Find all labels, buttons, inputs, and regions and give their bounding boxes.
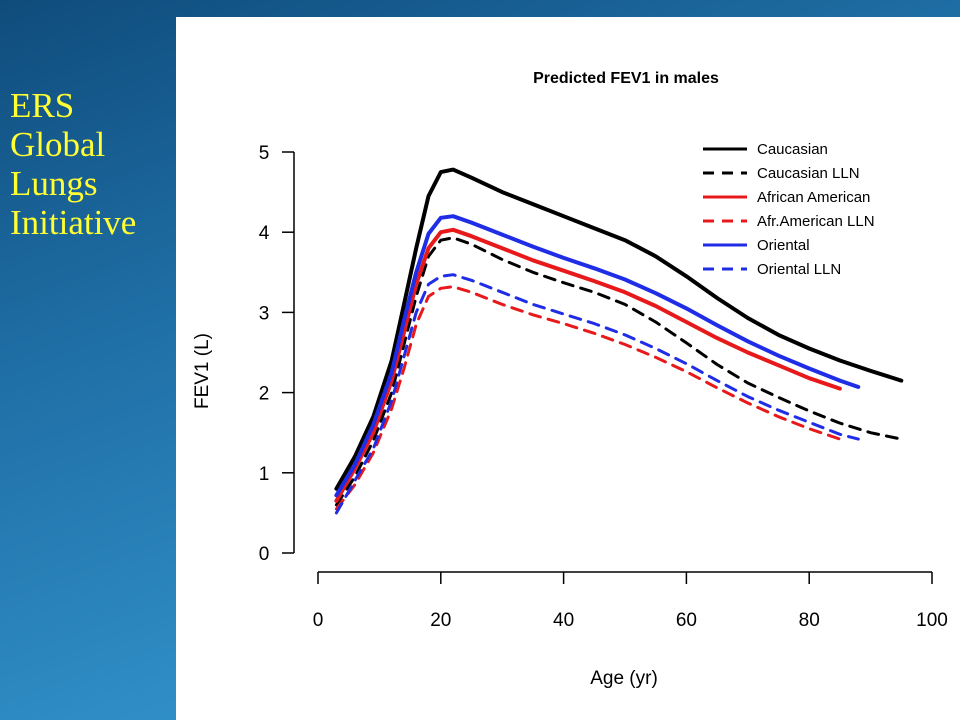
y-tick-label: 3 [259,303,270,324]
slide-title-line-1: ERS [10,86,75,125]
series-lines-group [334,167,904,515]
fev1-line-chart: Predicted FEV1 in males FEV1 (L) Age (yr… [192,70,948,689]
legend-label: Oriental LLN [757,261,841,278]
y-tick-label: 4 [259,223,270,244]
slide-title-line-2: Global [10,125,106,164]
legend-label: Afr.American LLN [757,213,875,230]
legend-label: Caucasian [757,141,828,158]
y-axis-label: FEV1 (L) [192,333,213,409]
series-line-caucasian [334,167,904,491]
x-axis-label: Age (yr) [590,668,658,689]
x-tick-label: 0 [313,610,324,631]
chart-panel: Predicted FEV1 in males FEV1 (L) Age (yr… [176,17,960,720]
legend-label: Oriental [757,237,810,254]
x-tick-label: 20 [430,610,451,631]
series-line-oriental-lln [334,273,860,515]
chart-title: Predicted FEV1 in males [533,70,719,87]
slide-title: ERS Global Lungs Initiative [10,86,136,242]
series-line-african-american [334,227,842,503]
x-tick-label: 100 [916,610,948,631]
slide-title-line-3: Lungs [10,164,98,203]
y-tick-label: 5 [259,143,270,164]
series-line-caucasian-lln [334,236,903,507]
series-line-oriental [334,214,861,498]
legend-label: African American [757,189,870,206]
x-tick-label: 80 [799,610,820,631]
slide-title-line-4: Initiative [10,203,137,242]
series-line-afr-american-lln [334,285,842,511]
y-tick-label: 1 [259,464,270,485]
axes-group: 0 1 2 3 4 5 0 20 40 60 80 100 [259,143,948,631]
y-tick-label: 0 [259,544,270,565]
legend: Caucasian Caucasian LLN African American Af… [703,141,875,278]
y-tick-label: 2 [259,384,270,405]
x-tick-label: 60 [676,610,697,631]
x-tick-label: 40 [553,610,574,631]
legend-label: Caucasian LLN [757,165,860,182]
